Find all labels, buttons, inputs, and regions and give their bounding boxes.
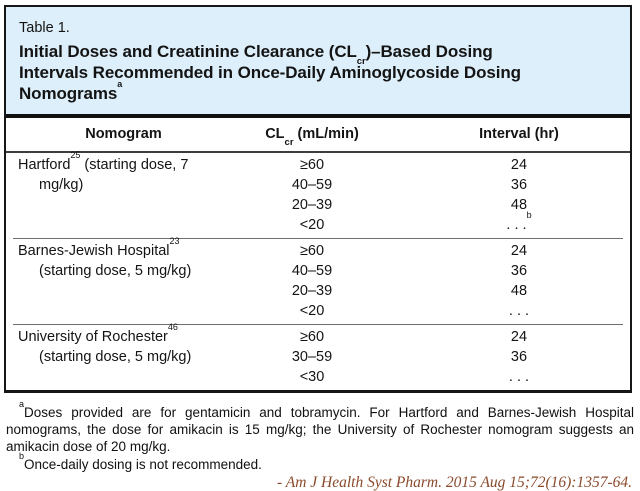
title-line-3: Nomogramsa	[19, 79, 123, 103]
nomogram-dose-line: mg/kg)	[39, 177, 84, 193]
interval-value: 24	[510, 157, 528, 173]
interval-value: 36	[510, 177, 528, 193]
table-row: <20 . . .	[6, 301, 630, 321]
nomogram-name-line: Barnes-Jewish Hospital23	[18, 236, 180, 259]
reference-superscript: 25	[70, 150, 81, 161]
interval-value: 48	[510, 197, 528, 213]
nomogram-name-line: University of Rochester46	[18, 322, 178, 345]
clcr-value: <30	[299, 369, 325, 385]
table-row: ≥60 24	[6, 241, 630, 261]
reference-superscript: 46	[167, 322, 178, 333]
table-header-row: Nomogram CLcr (mL/min) Interval (hr)	[6, 118, 630, 153]
clcr-value: 40–59	[291, 263, 333, 279]
column-header-nomogram: Nomogram	[85, 126, 162, 142]
interval-value: . . .	[508, 303, 530, 319]
table-row: 20–39 48	[6, 281, 630, 301]
nomogram-dose-line: (starting dose, 5 mg/kg)	[39, 263, 192, 279]
table-row: 30–59 36	[6, 347, 630, 367]
clcr-value: ≥60	[299, 243, 325, 259]
nomogram-label: Barnes-Jewish Hospital23 (starting dose,…	[18, 236, 263, 281]
table-title-panel: Table 1. Initial Doses and Creatinine Cl…	[6, 7, 630, 118]
column-header-interval: Interval (hr)	[479, 126, 559, 142]
interval-value: . . .	[508, 369, 530, 385]
title-line-1: Initial Doses and Creatinine Clearance (…	[19, 42, 493, 68]
clcr-value: 20–39	[291, 197, 333, 213]
group-separator	[13, 238, 623, 239]
footnote-ref-b: b	[526, 210, 532, 221]
table-box: Table 1. Initial Doses and Creatinine Cl…	[4, 5, 632, 393]
table-row: ≥60 24	[6, 155, 630, 175]
table-group-barnes-jewish: Barnes-Jewish Hospital23 (starting dose,…	[6, 236, 630, 324]
table-row: 40–59 36	[6, 261, 630, 281]
interval-value: 36	[510, 263, 528, 279]
nomogram-name-line: Hartford25 (starting dose, 7	[18, 150, 189, 173]
interval-value: 24	[510, 329, 528, 345]
nomogram-dose-line: (starting dose, 5 mg/kg)	[39, 349, 192, 365]
table-row: ≥60 24	[6, 327, 630, 347]
interval-value: 24	[510, 243, 528, 259]
footnote-marker-b: b	[19, 450, 25, 461]
table-title: Initial Doses and Creatinine Clearance (…	[19, 41, 616, 104]
table-row: <30 . . .	[6, 367, 630, 387]
table-group-rochester: University of Rochester46 (starting dose…	[6, 322, 630, 390]
nomogram-label: Hartford25 (starting dose, 7 mg/kg)	[18, 150, 263, 195]
journal-citation: - Am J Health Syst Pharm. 2015 Aug 15;72…	[276, 474, 632, 491]
clcr-value: <20	[299, 217, 325, 233]
footnote-marker-a: a	[19, 398, 25, 409]
table-group-hartford: Hartford25 (starting dose, 7 mg/kg) ≥60 …	[6, 150, 630, 238]
interval-value: 48	[510, 283, 528, 299]
table-row: 20–39 48	[6, 195, 630, 215]
footnotes-block: aDoses provided are for gentamicin and t…	[6, 398, 634, 491]
clcr-value: 40–59	[291, 177, 333, 193]
clcr-value: 20–39	[291, 283, 333, 299]
footnote-ref-a: a	[117, 79, 123, 90]
footnote-a: aDoses provided are for gentamicin and t…	[6, 398, 634, 454]
table-number-label: Table 1.	[19, 20, 70, 36]
column-header-clcr: CLcr (mL/min)	[265, 126, 359, 148]
clcr-value: <20	[299, 303, 325, 319]
clcr-value: ≥60	[299, 329, 325, 345]
clcr-value: 30–59	[291, 349, 333, 365]
interval-value: 36	[510, 349, 528, 365]
table-row: <20 . . .b	[6, 210, 630, 235]
footnote-b: bOnce-daily dosing is not recommended.	[19, 450, 262, 472]
interval-value: . . .b	[506, 210, 532, 233]
nomogram-label: University of Rochester46 (starting dose…	[18, 322, 263, 367]
table-row: 40–59 36	[6, 175, 630, 195]
reference-superscript: 23	[169, 236, 180, 247]
title-line-2: Intervals Recommended in Once-Daily Amin…	[19, 63, 521, 82]
clcr-subscript: cr	[284, 136, 294, 148]
clcr-subscript: cr	[356, 56, 366, 68]
group-separator	[13, 324, 623, 325]
clcr-value: ≥60	[299, 157, 325, 173]
